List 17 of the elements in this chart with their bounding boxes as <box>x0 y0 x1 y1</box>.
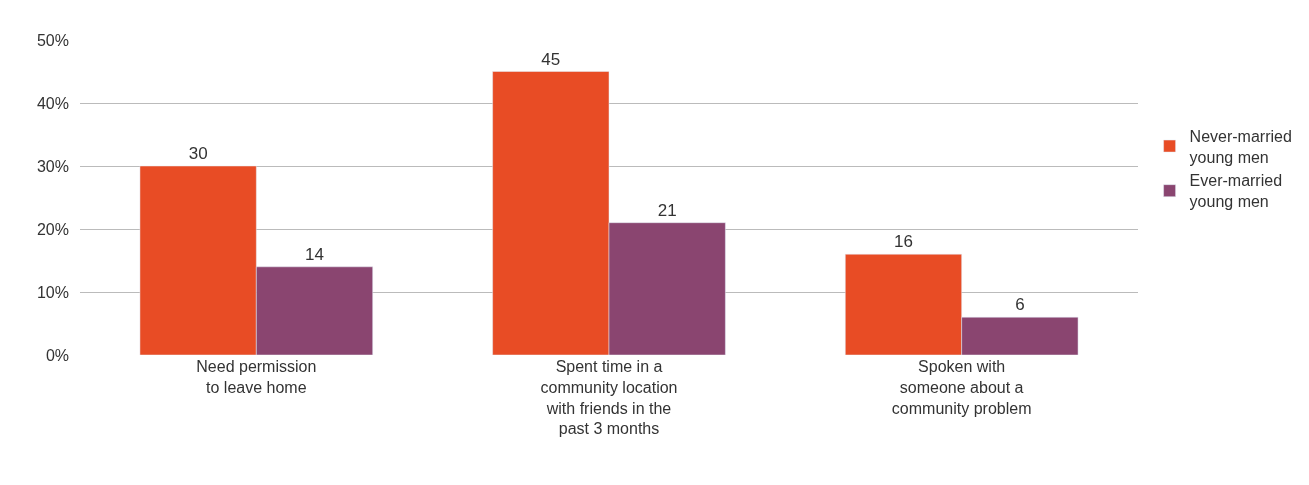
data-label: 14 <box>305 244 324 264</box>
x-tick-label: Need permission to leave home <box>196 358 317 396</box>
y-tick-label: 0% <box>45 346 69 364</box>
data-label: 45 <box>541 49 561 69</box>
y-tick-label: 40% <box>36 94 69 112</box>
legend-label: Ever-married young men <box>1189 172 1283 211</box>
y-tick-label: 50% <box>36 31 69 49</box>
data-label: 30 <box>188 144 208 163</box>
data-label: 6 <box>1015 295 1025 315</box>
y-tick-label: 30% <box>36 157 69 175</box>
data-label: 16 <box>894 232 913 252</box>
y-tick-label: 20% <box>36 220 69 238</box>
data-label: 21 <box>657 200 677 220</box>
x-tick-label: Spent time in a community location with friends in the past 3 months <box>540 358 678 438</box>
legend-label: Never-married young men <box>1189 127 1292 166</box>
y-tick-label: 10% <box>36 283 69 301</box>
x-tick-label: Spoken with someone about a community problem <box>891 358 1032 417</box>
